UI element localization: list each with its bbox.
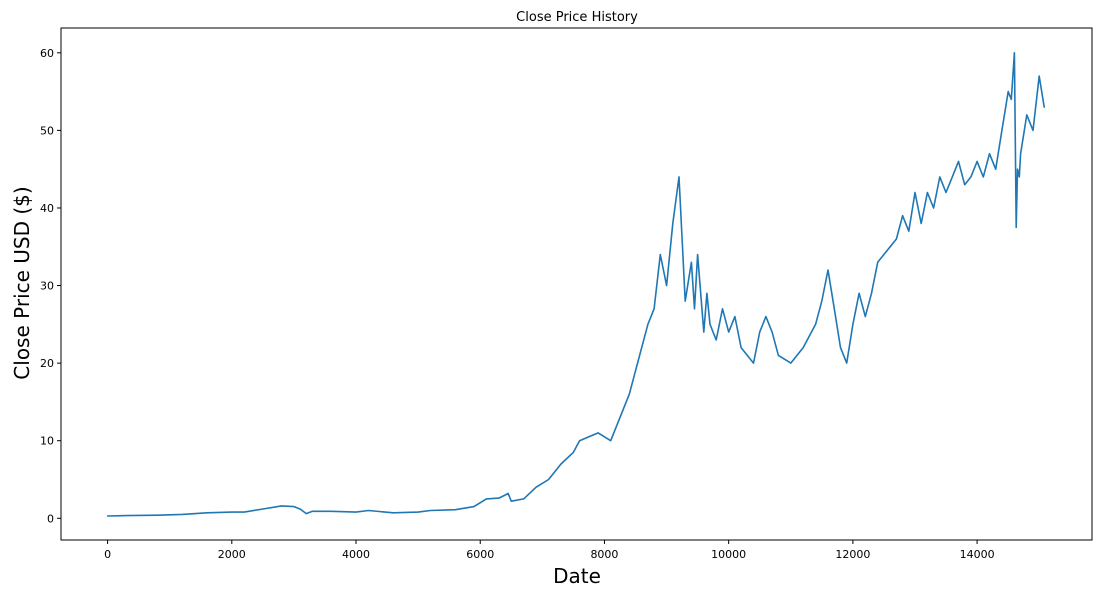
y-tick-label: 60 [40, 47, 54, 60]
x-tick-label: 12000 [835, 548, 870, 561]
x-tick-label: 14000 [960, 548, 995, 561]
series-line [106, 52, 1045, 517]
y-axis-label: Close Price USD ($) [10, 186, 34, 379]
y-tick-label: 40 [40, 202, 54, 215]
x-axis-label: Date [553, 564, 601, 588]
y-tick-label: 50 [40, 124, 54, 137]
y-tick-label: 30 [40, 280, 54, 293]
chart-title: Close Price History [516, 10, 638, 25]
x-tick-label: 4000 [342, 548, 370, 561]
x-tick-label: 2000 [218, 548, 246, 561]
x-tick-label: 6000 [466, 548, 494, 561]
y-tick-label: 10 [40, 435, 54, 448]
x-tick-label: 0 [104, 548, 111, 561]
plot-frame [60, 27, 1093, 541]
x-tick-label: 10000 [711, 548, 746, 561]
y-tick-label: 0 [47, 512, 54, 525]
y-tick-label: 20 [40, 357, 54, 370]
plot-area: 0 2000 4000 6000 8000 10000 12000 14000 0 10 20 30 4… [40, 27, 1093, 561]
x-tick-label: 8000 [590, 548, 618, 561]
